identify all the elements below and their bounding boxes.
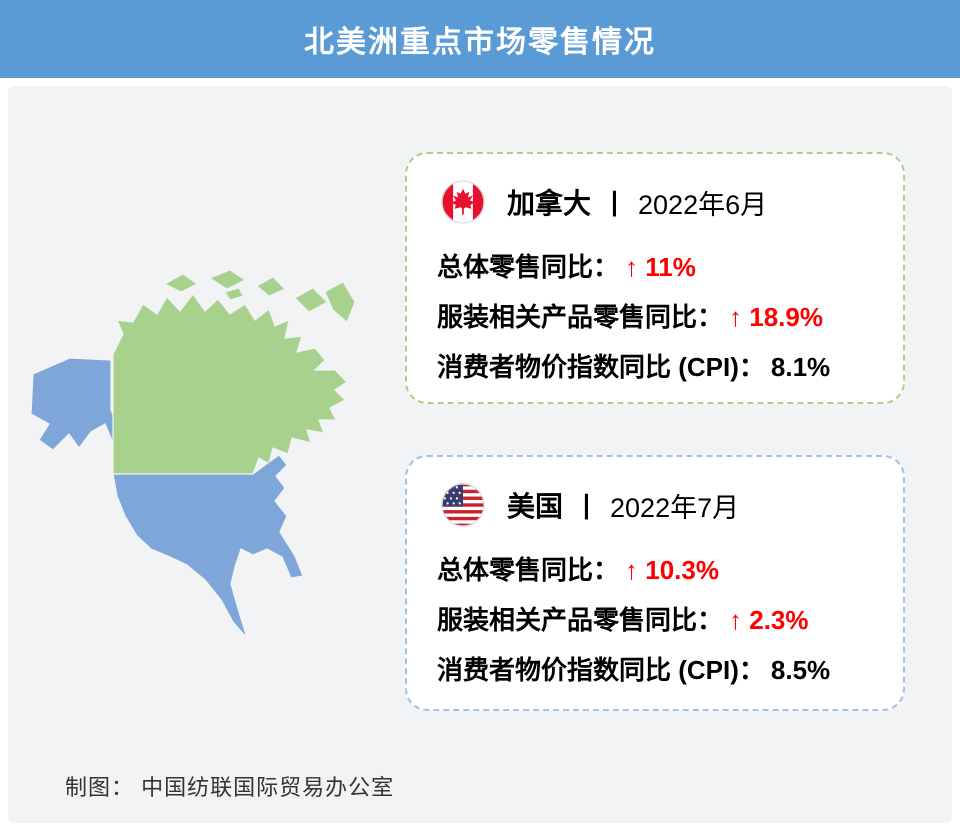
stat-value: ↑ 10.3% (625, 555, 719, 585)
baffin-island (324, 281, 356, 323)
arctic-island (208, 269, 246, 290)
canada-flag-icon (441, 180, 485, 224)
stat-label: 服装相关产品零售同比： (437, 302, 724, 332)
canada-card: 加拿大 丨 2022年6月 总体零售同比： ↑ 11% 服装相关产品零售同比： ↑ … (405, 152, 905, 404)
usa-stats: 总体零售同比： ↑ 10.3% 服装相关产品零售同比： ↑ 2.3% 消费者物价指数… (407, 527, 903, 695)
title-bar: 北美洲重点市场零售情况 (0, 0, 960, 78)
stat-row: 服装相关产品零售同比： ↑ 2.3% (437, 595, 903, 645)
arctic-island (256, 276, 286, 297)
canada-stats: 总体零售同比： ↑ 11% 服装相关产品零售同比： ↑ 18.9% 消费者物价指数同… (407, 224, 903, 392)
credit-line: 制图： 中国纺联国际贸易办公室 (65, 775, 395, 800)
country-name: 美国 (507, 491, 564, 522)
stat-label: 消费者物价指数同比 (CPI)： (437, 655, 765, 685)
stat-value: ↑ 11% (625, 252, 696, 282)
country-name: 加拿大 (507, 188, 592, 219)
canada-region (112, 292, 348, 475)
stat-value: 8.5% (770, 655, 831, 685)
separator: 丨 (601, 189, 629, 220)
stat-label: 服装相关产品零售同比： (437, 605, 724, 635)
usa-flag-icon (441, 483, 485, 527)
usa-card-header: 美国 丨 2022年7月 (407, 457, 903, 527)
north-america-map-svg (30, 269, 356, 639)
arctic-island (224, 287, 244, 301)
arctic-island (294, 287, 328, 313)
north-america-map (25, 262, 365, 652)
usa-region (112, 454, 304, 639)
arctic-island (163, 273, 198, 293)
canada-card-header: 加拿大 丨 2022年6月 (407, 154, 903, 224)
stat-row: 消费者物价指数同比 (CPI)： 8.1% (437, 342, 903, 392)
usa-card: 美国 丨 2022年7月 总体零售同比： ↑ 10.3% 服装相关产品零售同比： ↑… (405, 455, 905, 711)
stat-value: ↑ 18.9% (729, 302, 823, 332)
stat-row: 消费者物价指数同比 (CPI)： 8.5% (437, 645, 903, 695)
stat-value: 8.1% (770, 352, 831, 382)
separator: 丨 (573, 492, 601, 523)
page-title: 北美洲重点市场零售情况 (304, 26, 656, 59)
content-panel: 加拿大 丨 2022年6月 总体零售同比： ↑ 11% 服装相关产品零售同比： ↑ … (8, 86, 952, 823)
stat-row: 服装相关产品零售同比： ↑ 18.9% (437, 292, 903, 342)
stat-row: 总体零售同比： ↑ 11% (437, 242, 903, 292)
stat-label: 总体零售同比： (437, 252, 620, 282)
arctic-islands (163, 269, 356, 323)
stat-value: ↑ 2.3% (729, 605, 809, 635)
stat-row: 总体零售同比： ↑ 10.3% (437, 545, 903, 595)
stat-label: 总体零售同比： (437, 555, 620, 585)
period-label: 2022年6月 (638, 189, 768, 220)
stat-label: 消费者物价指数同比 (CPI)： (437, 352, 765, 382)
period-label: 2022年7月 (610, 492, 740, 523)
alaska-region (30, 357, 126, 454)
